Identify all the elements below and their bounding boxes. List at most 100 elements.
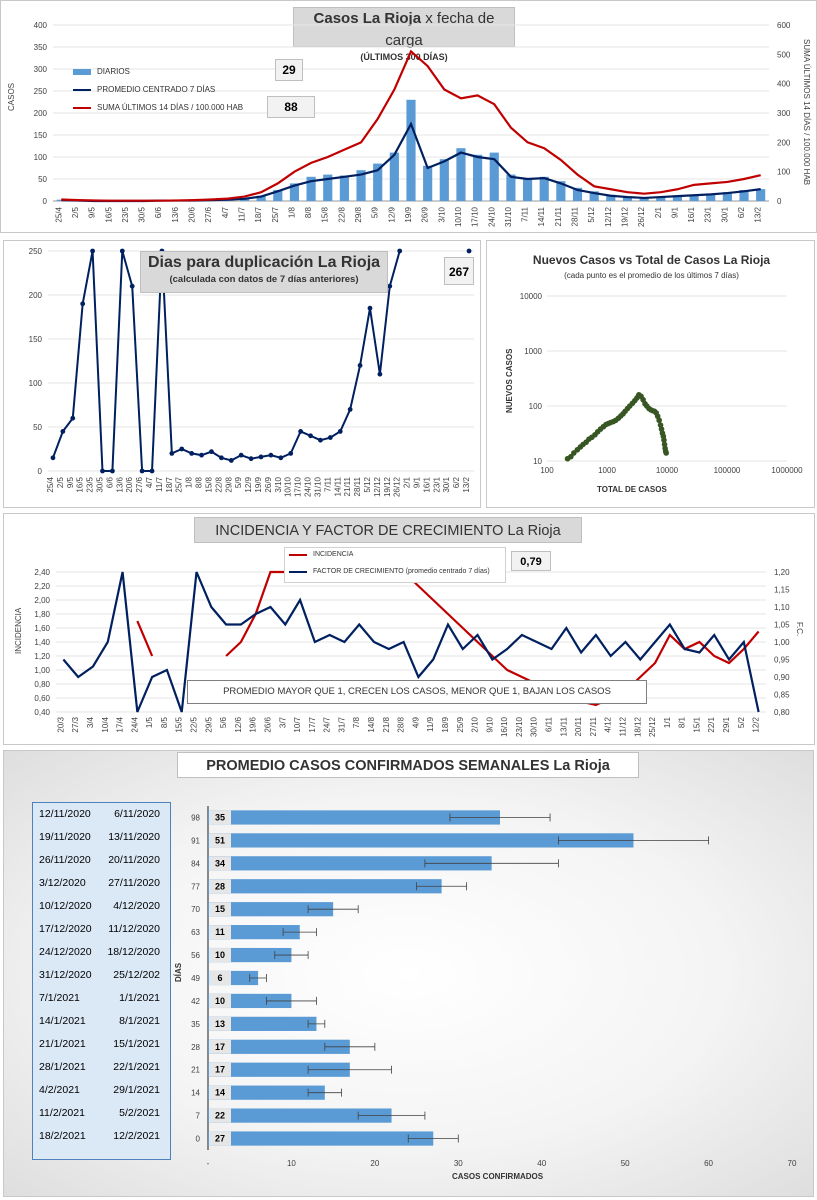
x-tick-label: 9/10 <box>485 716 494 732</box>
date-range-row: 10/12/2020 4/12/2020 <box>33 895 170 918</box>
x-tick-label: 26/6 <box>263 716 272 732</box>
x-tick-label: 12/12 <box>604 206 613 227</box>
daily-bar <box>572 187 583 201</box>
scatter-point <box>656 417 662 424</box>
x-tick-label: 1/8 <box>185 476 194 488</box>
y-tick-label: 300 <box>34 65 48 74</box>
x-tick-label: 17/10 <box>294 476 303 497</box>
x-tick-label: 15/8 <box>204 476 213 492</box>
x-tick-label: 8/8 <box>304 206 313 218</box>
x-tick-label: 9/5 <box>88 206 97 218</box>
scatter-point <box>661 437 667 443</box>
date-range-row: 18/2/2021 12/2/2021 <box>33 1125 170 1148</box>
y-tick-label: 50 <box>33 423 42 432</box>
x-tick-label: 22/8 <box>337 206 346 222</box>
suma-value-box: 88 <box>267 96 315 118</box>
daily-bar <box>606 194 616 201</box>
y-tick-label: 2,20 <box>34 582 50 591</box>
x-tick-label: 11/9 <box>426 716 435 732</box>
y-tick-label: 1000 <box>524 347 542 356</box>
y2-tick-label: 500 <box>777 50 791 59</box>
new-vs-total-chart-panel: Nuevos Casos vs Total de Casos La Rioja … <box>486 240 815 508</box>
incidence-title-suffix: La Rioja <box>507 523 561 539</box>
y-tick-label: 1,20 <box>34 652 50 661</box>
x-tick-label: 6/2 <box>737 206 746 218</box>
daily-bar <box>656 196 666 201</box>
legend-promedio: PROMEDIO CENTRADO 7 DÍAS <box>73 85 215 94</box>
y2-tick-label: 1,00 <box>774 638 790 647</box>
x-tick-label: 20/11 <box>574 716 583 736</box>
date-range-end: 31/12/2020 <box>39 969 92 981</box>
date-range-start: 4/12/2020 <box>113 900 160 912</box>
x-tick-label: 19/9 <box>404 206 413 222</box>
incidence-ylabel-right: F.C. <box>795 622 804 637</box>
date-range-start: 25/12/202 <box>113 969 160 981</box>
week-date-range-list: 12/11/2020 6/11/2020 19/11/2020 13/11/2020 2… <box>32 802 171 1160</box>
daily-cases-title-bold: Casos La Rioja <box>313 10 422 27</box>
incidence-title-main: INCIDENCIA Y FACTOR DE CRECIMIENTO <box>215 523 504 539</box>
y-tick-label: 150 <box>34 131 48 140</box>
legend-promedio-label: PROMEDIO CENTRADO 7 DÍAS <box>97 85 216 94</box>
x-tick-label: 1/5 <box>145 716 154 728</box>
date-range-start: 6/11/2020 <box>114 808 160 820</box>
daily-cases-plot: 0 50 100 150 200 250 300 350 400 0 100 200 300 400 500… <box>34 21 791 227</box>
x-tick-label: 12/9 <box>244 476 253 492</box>
y-tick-label: 10 <box>533 457 542 466</box>
date-range-end: 21/1/2021 <box>39 1038 86 1050</box>
x-tick-label: 19/6 <box>249 716 258 732</box>
x-tick-label: 30/10 <box>530 716 539 737</box>
x-tick-label: 25/7 <box>175 476 184 492</box>
daily-bar <box>689 194 699 201</box>
x-tick-label: 27/11 <box>589 716 598 736</box>
x-tick-label: 5/12 <box>587 206 596 222</box>
x-tick-label: 26/9 <box>264 476 273 492</box>
y-tick-label: 1,00 <box>34 666 50 675</box>
y-tick-label: 0,40 <box>34 708 50 717</box>
x-tick-label: 23/1 <box>432 476 441 492</box>
date-range-end: 3/12/2020 <box>39 877 86 889</box>
x-tick-label: 15/1 <box>692 716 701 732</box>
x-tick-label: 4/12 <box>604 716 613 732</box>
x-tick-label: 4/7 <box>221 206 230 218</box>
x-tick-label: 9/1 <box>670 206 679 218</box>
x-tick-label: 12/6 <box>234 716 243 732</box>
doubling-days-title: Dias para duplicación La Rioja <box>147 254 381 271</box>
date-range-start: 13/11/2020 <box>108 831 160 843</box>
date-range-end: 17/12/2020 <box>39 923 92 935</box>
x-tick-label: 18/7 <box>165 476 174 492</box>
daily-bar <box>622 196 633 201</box>
date-range-row: 21/1/2021 15/1/2021 <box>33 1033 170 1056</box>
legend-factor-swatch <box>289 570 307 573</box>
x-tick-label: 14/8 <box>367 716 376 732</box>
x-tick-label: 13/11 <box>559 716 568 736</box>
y-tick-label: 200 <box>34 109 48 118</box>
daily-bar <box>672 195 682 201</box>
x-tick-label: 17/10 <box>471 206 480 227</box>
x-tick-label: 28/11 <box>353 476 362 496</box>
incidence-growth-chart-panel: INCIDENCIA Y FACTOR DE CRECIMIENTO La Ri… <box>3 513 815 745</box>
scatter-line <box>567 393 668 460</box>
y-tick-label: 10000 <box>520 292 543 301</box>
x-tick-label: 12/2 <box>752 716 761 732</box>
x-tick-label: 23/5 <box>121 206 130 222</box>
weekly-average-xlabel: CASOS CONFIRMADOS <box>452 1172 544 1181</box>
x-tick-label: 29/1 <box>722 716 731 732</box>
daily-cases-ylabel-left: CASOS <box>7 82 16 111</box>
x-tick-label: 100 <box>540 466 554 475</box>
daily-bar <box>722 192 732 201</box>
y-tick-label: 150 <box>29 335 43 344</box>
x-tick-label: 10/10 <box>284 476 293 497</box>
date-range-row: 26/11/2020 20/11/2020 <box>33 849 170 872</box>
daily-bar <box>489 152 499 201</box>
date-range-start: 11/12/2020 <box>108 923 160 935</box>
y2-tick-label: 1,20 <box>774 568 790 577</box>
date-range-end: 18/2/2021 <box>39 1130 86 1142</box>
doubling-days-title-box: Dias para duplicación La Rioja (calculad… <box>140 251 388 293</box>
date-range-row: 17/12/2020 11/12/2020 <box>33 918 170 941</box>
daily-bar <box>256 195 266 201</box>
date-range-start: 27/11/2020 <box>108 877 160 889</box>
y-tick-label: 100 <box>29 379 43 388</box>
x-tick-label: 15/8 <box>321 206 330 222</box>
x-tick-label: 24/7 <box>323 716 332 732</box>
